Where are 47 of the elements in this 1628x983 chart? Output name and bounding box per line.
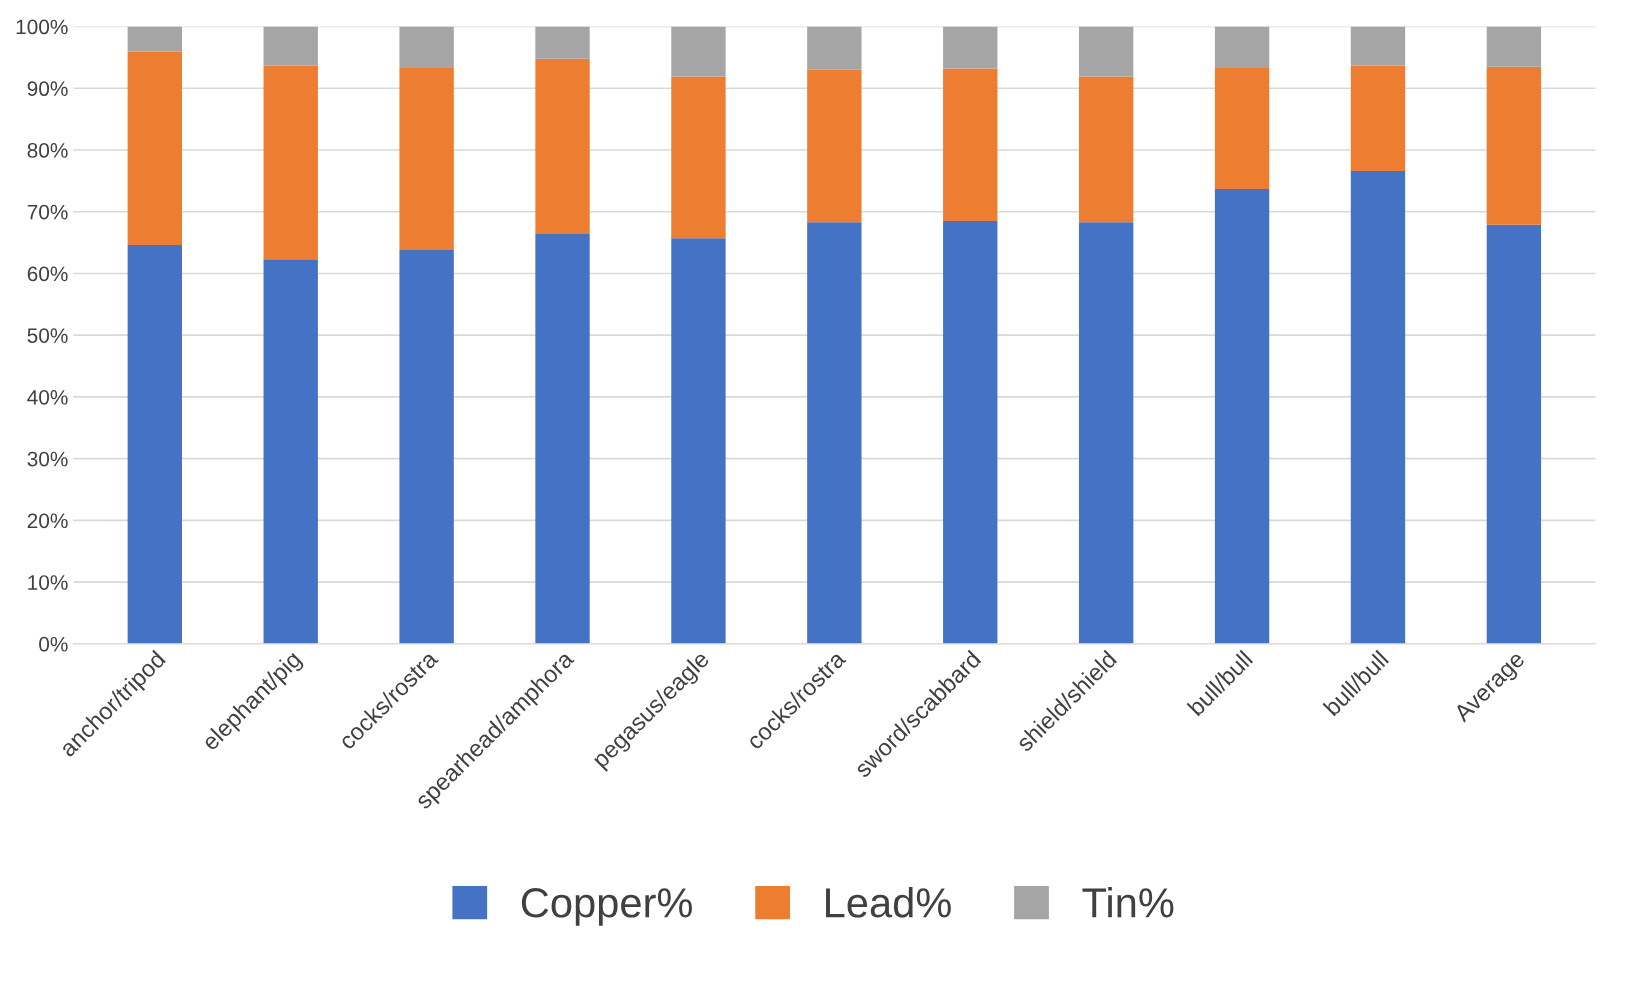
bar xyxy=(127,51,182,246)
bar xyxy=(535,26,590,59)
y-tick-label: 60% xyxy=(27,266,68,282)
y-tick-label: 10% xyxy=(28,575,68,590)
y-tick-label: 50% xyxy=(27,328,68,343)
bar xyxy=(1214,67,1270,189)
bar xyxy=(671,76,726,239)
legend-label: Copper% xyxy=(521,888,692,926)
bar xyxy=(1350,170,1406,644)
bar xyxy=(1078,76,1134,223)
bar xyxy=(263,26,318,66)
y-tick-label: 20% xyxy=(27,513,68,529)
bar xyxy=(943,221,998,644)
bar xyxy=(127,245,182,644)
bar xyxy=(1486,26,1542,67)
bar xyxy=(263,65,318,260)
legend-label: Tin% xyxy=(1082,887,1174,918)
bar xyxy=(943,26,998,69)
y-tick-label: 0% xyxy=(39,636,68,652)
bar xyxy=(263,259,318,644)
y-tick-label: 100% xyxy=(16,19,68,35)
bar xyxy=(807,69,862,223)
bar xyxy=(671,26,726,77)
bar xyxy=(807,222,862,644)
bar xyxy=(399,26,454,68)
bar xyxy=(399,250,454,644)
y-tick-label: 40% xyxy=(27,389,68,405)
bar xyxy=(671,238,726,644)
y-tick-label: 70% xyxy=(27,204,68,220)
bar xyxy=(1350,26,1406,66)
bar xyxy=(1214,188,1270,644)
bar xyxy=(1214,26,1270,68)
bar xyxy=(943,68,998,221)
bar xyxy=(1350,65,1406,171)
y-tick-label: 90% xyxy=(27,81,68,97)
legend-label: Lead% xyxy=(826,887,951,918)
bar xyxy=(127,26,182,52)
y-tick-label: 80% xyxy=(27,143,68,158)
bar xyxy=(1486,224,1542,644)
bar xyxy=(1078,26,1134,77)
bar xyxy=(399,67,454,251)
bar xyxy=(535,233,590,644)
y-tick-label: 30% xyxy=(27,451,68,467)
bar xyxy=(535,58,590,234)
bar xyxy=(807,26,862,70)
bar xyxy=(1486,66,1542,225)
bar xyxy=(1078,222,1134,644)
